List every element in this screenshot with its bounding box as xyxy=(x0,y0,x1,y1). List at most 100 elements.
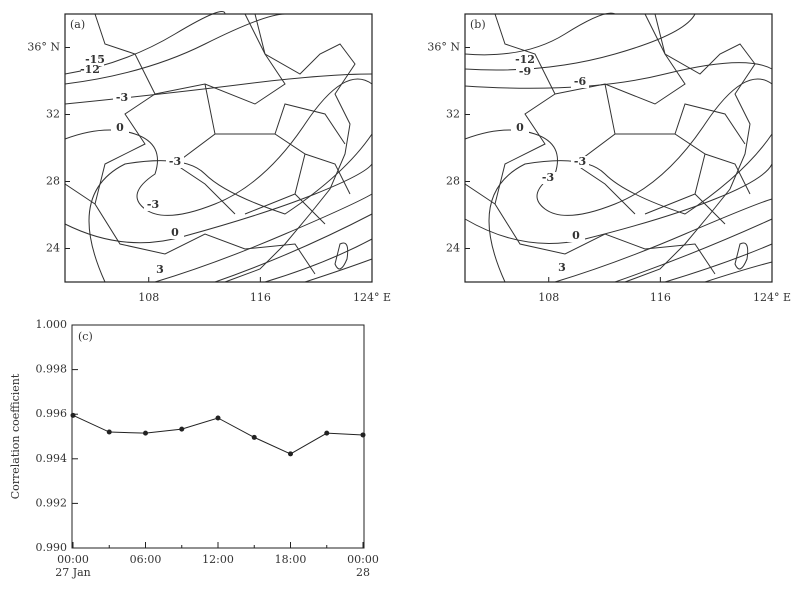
island xyxy=(334,242,349,270)
contour-label: 0 xyxy=(516,121,524,134)
y-tick-label: 36° N xyxy=(427,41,460,54)
series-line xyxy=(72,414,364,455)
contour-label: -12 xyxy=(515,53,535,66)
contour-line xyxy=(464,62,773,89)
data-point xyxy=(251,434,257,440)
x-tick-label: 00:00 xyxy=(347,553,379,566)
province-border xyxy=(64,13,351,275)
contour-label: -15 xyxy=(85,53,105,66)
contour-label: -12 xyxy=(80,63,100,76)
contour-label: -3 xyxy=(147,198,159,211)
contour-label-bg xyxy=(151,264,169,276)
y-tick-label: 24 xyxy=(446,242,460,255)
contour-label-bg xyxy=(111,122,129,134)
x-tick-label: 124° E xyxy=(753,291,791,304)
contour-line xyxy=(88,133,373,283)
y-tick-label: 0.996 xyxy=(36,407,68,420)
map-panel: -15-12 -3 0 -3 -3 0 3 (a) 108 116 124° E 24 28 32 36° … xyxy=(27,11,391,304)
map-frame xyxy=(64,13,373,283)
contour-label-bg xyxy=(571,76,589,88)
island xyxy=(734,242,749,270)
panel-label: (a) xyxy=(70,18,85,31)
y-tick-label: 0.990 xyxy=(36,541,68,554)
y-tick-label: 28 xyxy=(446,175,460,188)
data-point xyxy=(70,412,76,418)
contour-label-bg xyxy=(567,230,585,242)
data-point xyxy=(324,430,330,436)
panel-label: (b) xyxy=(470,18,486,31)
contour-line xyxy=(488,133,773,283)
contour-line xyxy=(464,13,696,71)
contour-line xyxy=(214,213,373,283)
data-point xyxy=(143,430,148,436)
contour-label: -3 xyxy=(574,155,586,168)
contour-label: -3 xyxy=(116,91,128,104)
y-tick-label: 36° N xyxy=(27,41,60,54)
contour-label-bg xyxy=(166,227,184,239)
x-tick-label: 116 xyxy=(650,291,671,304)
y-tick-label: 0.994 xyxy=(36,452,68,465)
x-tick-label: 06:00 xyxy=(130,553,162,566)
contour-label-bg xyxy=(86,54,104,66)
contour-label-bg xyxy=(516,54,534,66)
contour-line xyxy=(64,78,373,216)
contour-label: 3 xyxy=(558,261,566,274)
x-tick-label: 108 xyxy=(538,291,559,304)
y-tick-label: 28 xyxy=(46,175,60,188)
contour-label: 0 xyxy=(572,229,580,242)
contour-line xyxy=(464,12,616,56)
contour-line xyxy=(154,193,373,283)
contour-line xyxy=(304,258,373,283)
data-point xyxy=(360,432,366,438)
contour-label-bg xyxy=(553,262,571,274)
contour-line xyxy=(464,78,773,216)
data-point xyxy=(106,429,112,435)
contour-label-bg xyxy=(81,64,99,76)
map-frame xyxy=(464,13,773,283)
x-tick-label: 124° E xyxy=(353,291,391,304)
contour-line xyxy=(64,163,373,244)
contour-line xyxy=(64,13,286,85)
contour-label-bg xyxy=(516,66,534,78)
contour-label-bg xyxy=(571,156,589,168)
contour-label-bg xyxy=(539,172,557,184)
contour-label-bg xyxy=(511,122,529,134)
coastline xyxy=(224,13,356,283)
map-panel: -12-9 -6 0 -3 -3 0 3 (b) 108 116 124° E 24 28 32 36° N xyxy=(427,12,791,304)
contour-label: 3 xyxy=(156,263,164,276)
y-axis-label: Correlation coefficient xyxy=(9,373,22,499)
contour-line xyxy=(464,163,773,244)
x-tick-label: 00:00 xyxy=(57,553,89,566)
coastline xyxy=(624,13,756,283)
data-point xyxy=(179,426,185,432)
x-date-label: 27 Jan xyxy=(55,566,91,579)
y-tick-label: 24 xyxy=(46,242,60,255)
contour-line xyxy=(264,238,373,283)
contour-label-bg xyxy=(113,92,131,104)
contour-label: 0 xyxy=(171,226,179,239)
data-point xyxy=(215,415,221,421)
contour-line xyxy=(664,243,773,283)
contour-line xyxy=(554,198,773,283)
y-tick-label: 0.998 xyxy=(36,363,68,376)
contour-line xyxy=(704,261,773,283)
x-tick-label: 108 xyxy=(138,291,159,304)
y-tick-label: 0.992 xyxy=(36,496,68,509)
x-date-label: 28 xyxy=(356,566,370,579)
contour-label: 0 xyxy=(116,121,124,134)
contour-label: -3 xyxy=(169,155,181,168)
contour-label: -3 xyxy=(542,171,554,184)
data-point xyxy=(288,451,293,457)
panel-label: (c) xyxy=(78,330,93,343)
y-tick-label: 32 xyxy=(446,108,460,121)
x-tick-label: 18:00 xyxy=(275,553,307,566)
contour-line xyxy=(614,218,773,283)
contour-label-bg xyxy=(166,156,184,168)
y-tick-label: 32 xyxy=(46,108,60,121)
contour-label: -6 xyxy=(574,75,587,88)
contour-label-bg xyxy=(144,199,162,211)
y-tick-label: 1.000 xyxy=(36,318,68,331)
contour-label: -9 xyxy=(519,65,531,78)
x-tick-label: 116 xyxy=(250,291,271,304)
